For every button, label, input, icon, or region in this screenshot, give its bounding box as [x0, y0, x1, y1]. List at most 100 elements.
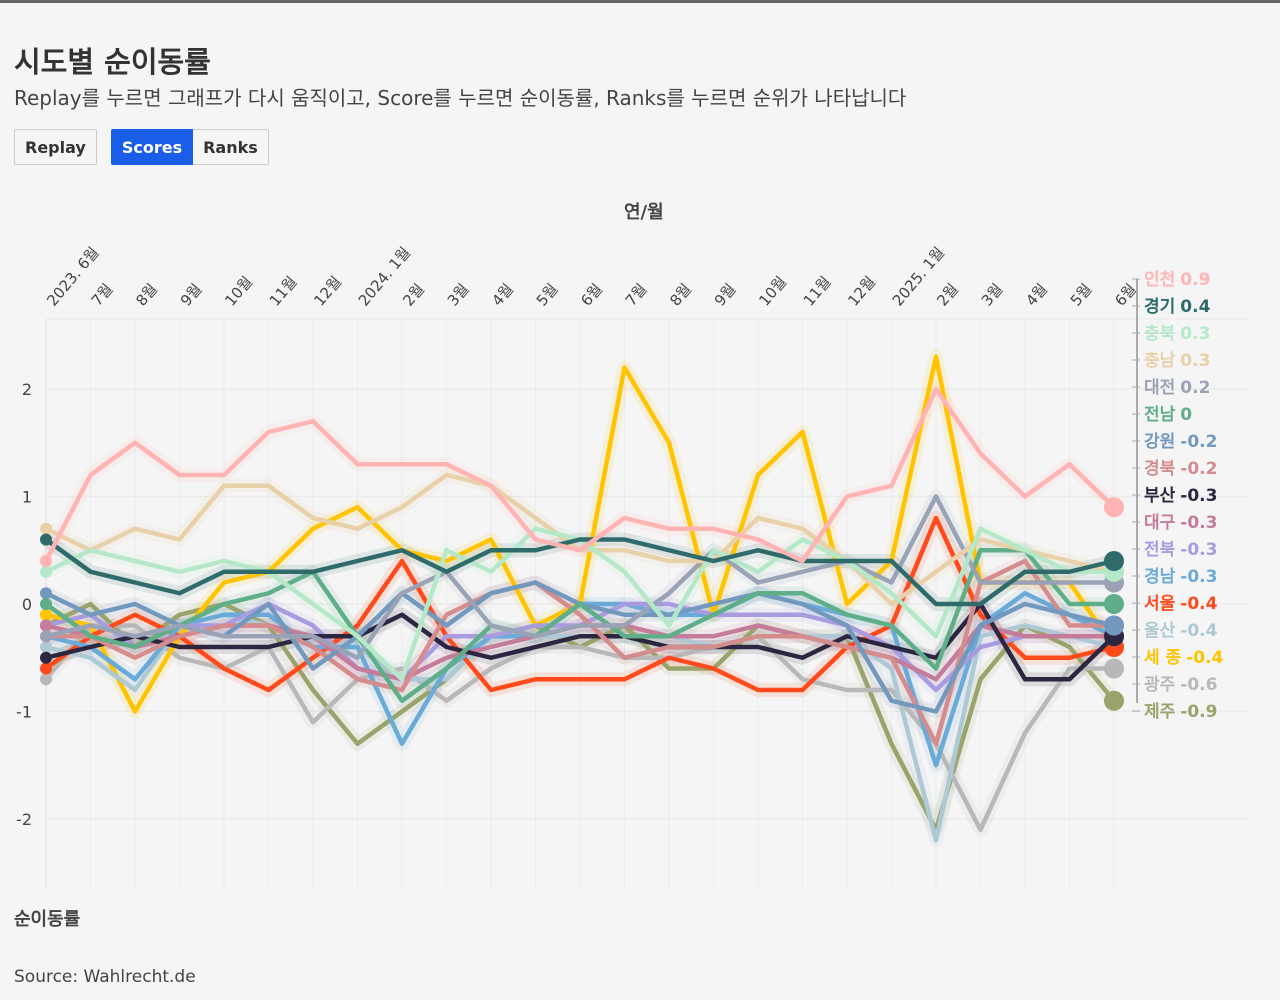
legend-name: 인천 [1144, 270, 1175, 290]
y-axis-title: 순이동률 [14, 909, 81, 930]
legend-label: 인천 0.9 [1144, 270, 1210, 290]
x-tick-label: 6월 [577, 280, 606, 309]
y-tick-label: -1 [16, 703, 32, 722]
view-controls: Replay Scores Ranks [14, 129, 269, 165]
x-tick-label: 9월 [177, 280, 206, 309]
replay-button[interactable]: Replay [14, 129, 97, 165]
x-tick-label: 2월 [933, 280, 962, 309]
series-인천 [40, 386, 1124, 567]
legend-label: 서울 -0.4 [1144, 594, 1218, 614]
series-start-point [40, 565, 52, 578]
legend-value: -0.3 [1180, 567, 1217, 587]
legend-label: 제주 -0.9 [1144, 702, 1217, 722]
x-tick-label: 10월 [755, 273, 790, 310]
x-tick-label: 8월 [132, 280, 161, 309]
legend-name: 경남 [1144, 567, 1176, 587]
legend-name: 강원 [1144, 432, 1175, 452]
x-tick-label: 4월 [1022, 280, 1051, 309]
legend-value: -0.3 [1180, 513, 1217, 533]
series-start-point [40, 619, 52, 632]
series-end-point [1104, 658, 1124, 679]
legend-value: 0 [1180, 405, 1192, 425]
series-line [46, 558, 1114, 746]
series-전남 [40, 548, 1124, 703]
series-start-point [40, 673, 52, 686]
x-tick-label: 6월 [1111, 280, 1140, 309]
series-start-point [40, 608, 52, 621]
legend-value: -0.9 [1180, 702, 1217, 722]
source-note: Source: Wahlrecht.de [14, 967, 196, 987]
legend-name: 광주 [1144, 675, 1176, 695]
series-line [45, 494, 1114, 660]
legend-label: 경북 -0.2 [1144, 459, 1217, 479]
legend-value: 0.3 [1180, 351, 1210, 371]
legend-name: 충북 [1144, 324, 1176, 344]
series-start-point [40, 630, 52, 643]
legend-name: 대전 [1144, 378, 1175, 398]
series-start-point [40, 555, 52, 567]
legend-value: -0.2 [1180, 432, 1217, 452]
x-tick-label: 7월 [622, 280, 651, 309]
legend-value: 0.2 [1180, 378, 1210, 398]
x-tick-label: 4월 [488, 280, 517, 309]
legend-name: 대구 [1144, 513, 1176, 533]
legend-label: 경기 0.4 [1144, 297, 1211, 317]
x-axis-title: 연/월 [624, 202, 664, 223]
legend-name: 울산 [1144, 621, 1176, 641]
legend-value: -0.4 [1180, 621, 1217, 641]
legend-value: -0.3 [1180, 540, 1217, 560]
legend-name: 서울 [1144, 594, 1176, 614]
x-tick-label: 8월 [666, 280, 695, 309]
x-tick-label: 5월 [533, 280, 562, 309]
legend-value: 0.9 [1180, 270, 1210, 290]
legend-name: 전남 [1144, 405, 1176, 425]
legend-name: 부산 [1144, 486, 1176, 506]
series-start-point [40, 598, 52, 610]
legend-value: -0.2 [1180, 459, 1217, 479]
series-start-point [40, 533, 52, 546]
series-line [45, 601, 1116, 682]
scores-button[interactable]: Scores [110, 129, 194, 165]
legend-name: 경기 [1144, 297, 1175, 317]
legend-name: 세 종 [1144, 648, 1182, 668]
legend-label: 전북 -0.3 [1144, 540, 1217, 560]
legend-label: 충남 0.3 [1144, 351, 1210, 371]
legend-label: 대전 0.2 [1144, 378, 1210, 398]
series-start-point [40, 587, 52, 600]
series-line [44, 386, 1116, 564]
series-start-point [40, 641, 52, 653]
series-end-point [1104, 690, 1124, 711]
series-start-point [40, 651, 52, 664]
series-경기 [40, 533, 1124, 607]
ranks-button[interactable]: Ranks [193, 129, 269, 165]
x-tick-label: 7월 [88, 280, 117, 309]
x-tick-label: 5월 [1067, 280, 1096, 309]
series-line [44, 548, 1114, 703]
y-tick-label: 2 [22, 380, 32, 399]
x-tick-label: 12월 [310, 273, 345, 310]
series-end-point [1104, 551, 1124, 571]
x-tick-label: 11월 [800, 273, 835, 310]
series-line [44, 537, 1115, 607]
x-tick-label: 12월 [844, 273, 879, 310]
y-tick-label: -2 [16, 810, 32, 829]
legend-name: 전북 [1144, 540, 1176, 560]
legend-value: -0.3 [1180, 486, 1217, 506]
x-tick-label: 2월 [399, 280, 428, 309]
legend-value: -0.6 [1180, 675, 1217, 695]
legend-value: -0.4 [1186, 648, 1223, 668]
legend-value: -0.4 [1180, 594, 1217, 614]
x-tick-label: 3월 [978, 280, 1007, 309]
legend-value: 0.3 [1180, 324, 1210, 344]
page-title: 시도별 순이동률 [14, 45, 211, 79]
series-end-point [1104, 594, 1124, 614]
legend-value: 0.4 [1180, 297, 1210, 317]
legend-name: 제주 [1144, 702, 1176, 722]
legend-name: 충남 [1144, 351, 1176, 371]
x-tick-label: 9월 [711, 280, 740, 309]
legend-label: 강원 -0.2 [1144, 432, 1217, 452]
series-start-point [40, 662, 52, 675]
series-start-point [40, 522, 52, 535]
